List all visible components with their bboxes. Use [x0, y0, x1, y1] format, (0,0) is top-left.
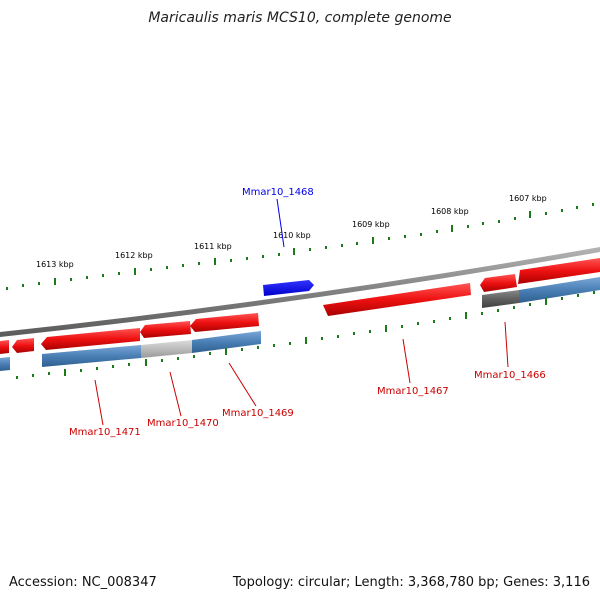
gene-arrow[interactable] [480, 274, 517, 292]
accession-text: Accession: NC_008347 [9, 575, 157, 590]
gene-mmar10-1467-arrow[interactable] [323, 283, 471, 316]
upper-tick-ring [6, 203, 594, 290]
genome-title: Maricaulis maris MCS10, complete genome [148, 10, 452, 26]
tick-labels: 1613 kbp 1612 kbp 1611 kbp 1610 kbp 1609… [36, 194, 547, 269]
gene-mmar10-1466-arrow[interactable] [518, 258, 600, 284]
tick-label: 1609 kbp [352, 220, 390, 229]
gene-label-mmar10-1469[interactable]: Mmar10_1469 [222, 408, 294, 419]
gene-mmar10-1470-arrow[interactable] [140, 321, 191, 338]
genome-backbone [0, 247, 600, 337]
cds-bar[interactable] [42, 345, 141, 367]
tick-label: 1607 kbp [509, 194, 547, 203]
gene-label-mmar10-1466[interactable]: Mmar10_1466 [474, 370, 546, 381]
genome-summary-text: Topology: circular; Length: 3,368,780 bp… [232, 575, 590, 590]
cds-bar[interactable] [0, 357, 10, 371]
gene-arrow[interactable] [0, 340, 9, 354]
cds-bar[interactable] [192, 331, 261, 353]
cds-bar-grey[interactable] [141, 340, 192, 358]
gene-mmar10-1469-arrow[interactable] [190, 313, 259, 332]
gene-arrow[interactable] [12, 338, 34, 353]
leader-lines [94, 198, 509, 426]
tick-label: 1613 kbp [36, 260, 74, 269]
gene-mmar10-1471-arrow[interactable] [41, 328, 140, 350]
gene-mmar10-1468-arrow[interactable] [263, 280, 314, 296]
tick-label: 1610 kbp [273, 231, 311, 240]
gene-label-mmar10-1470[interactable]: Mmar10_1470 [147, 418, 219, 429]
tick-label: 1611 kbp [194, 242, 232, 251]
gene-label-mmar10-1467[interactable]: Mmar10_1467 [377, 386, 449, 397]
tick-label: 1612 kbp [115, 251, 153, 260]
gene-label-mmar10-1471[interactable]: Mmar10_1471 [69, 427, 141, 438]
cds-bar[interactable] [519, 277, 600, 303]
tick-label: 1608 kbp [431, 207, 469, 216]
gene-label-mmar10-1468[interactable]: Mmar10_1468 [242, 187, 314, 198]
lower-tick-ring [16, 291, 595, 379]
cds-bar-dark[interactable] [482, 290, 519, 308]
